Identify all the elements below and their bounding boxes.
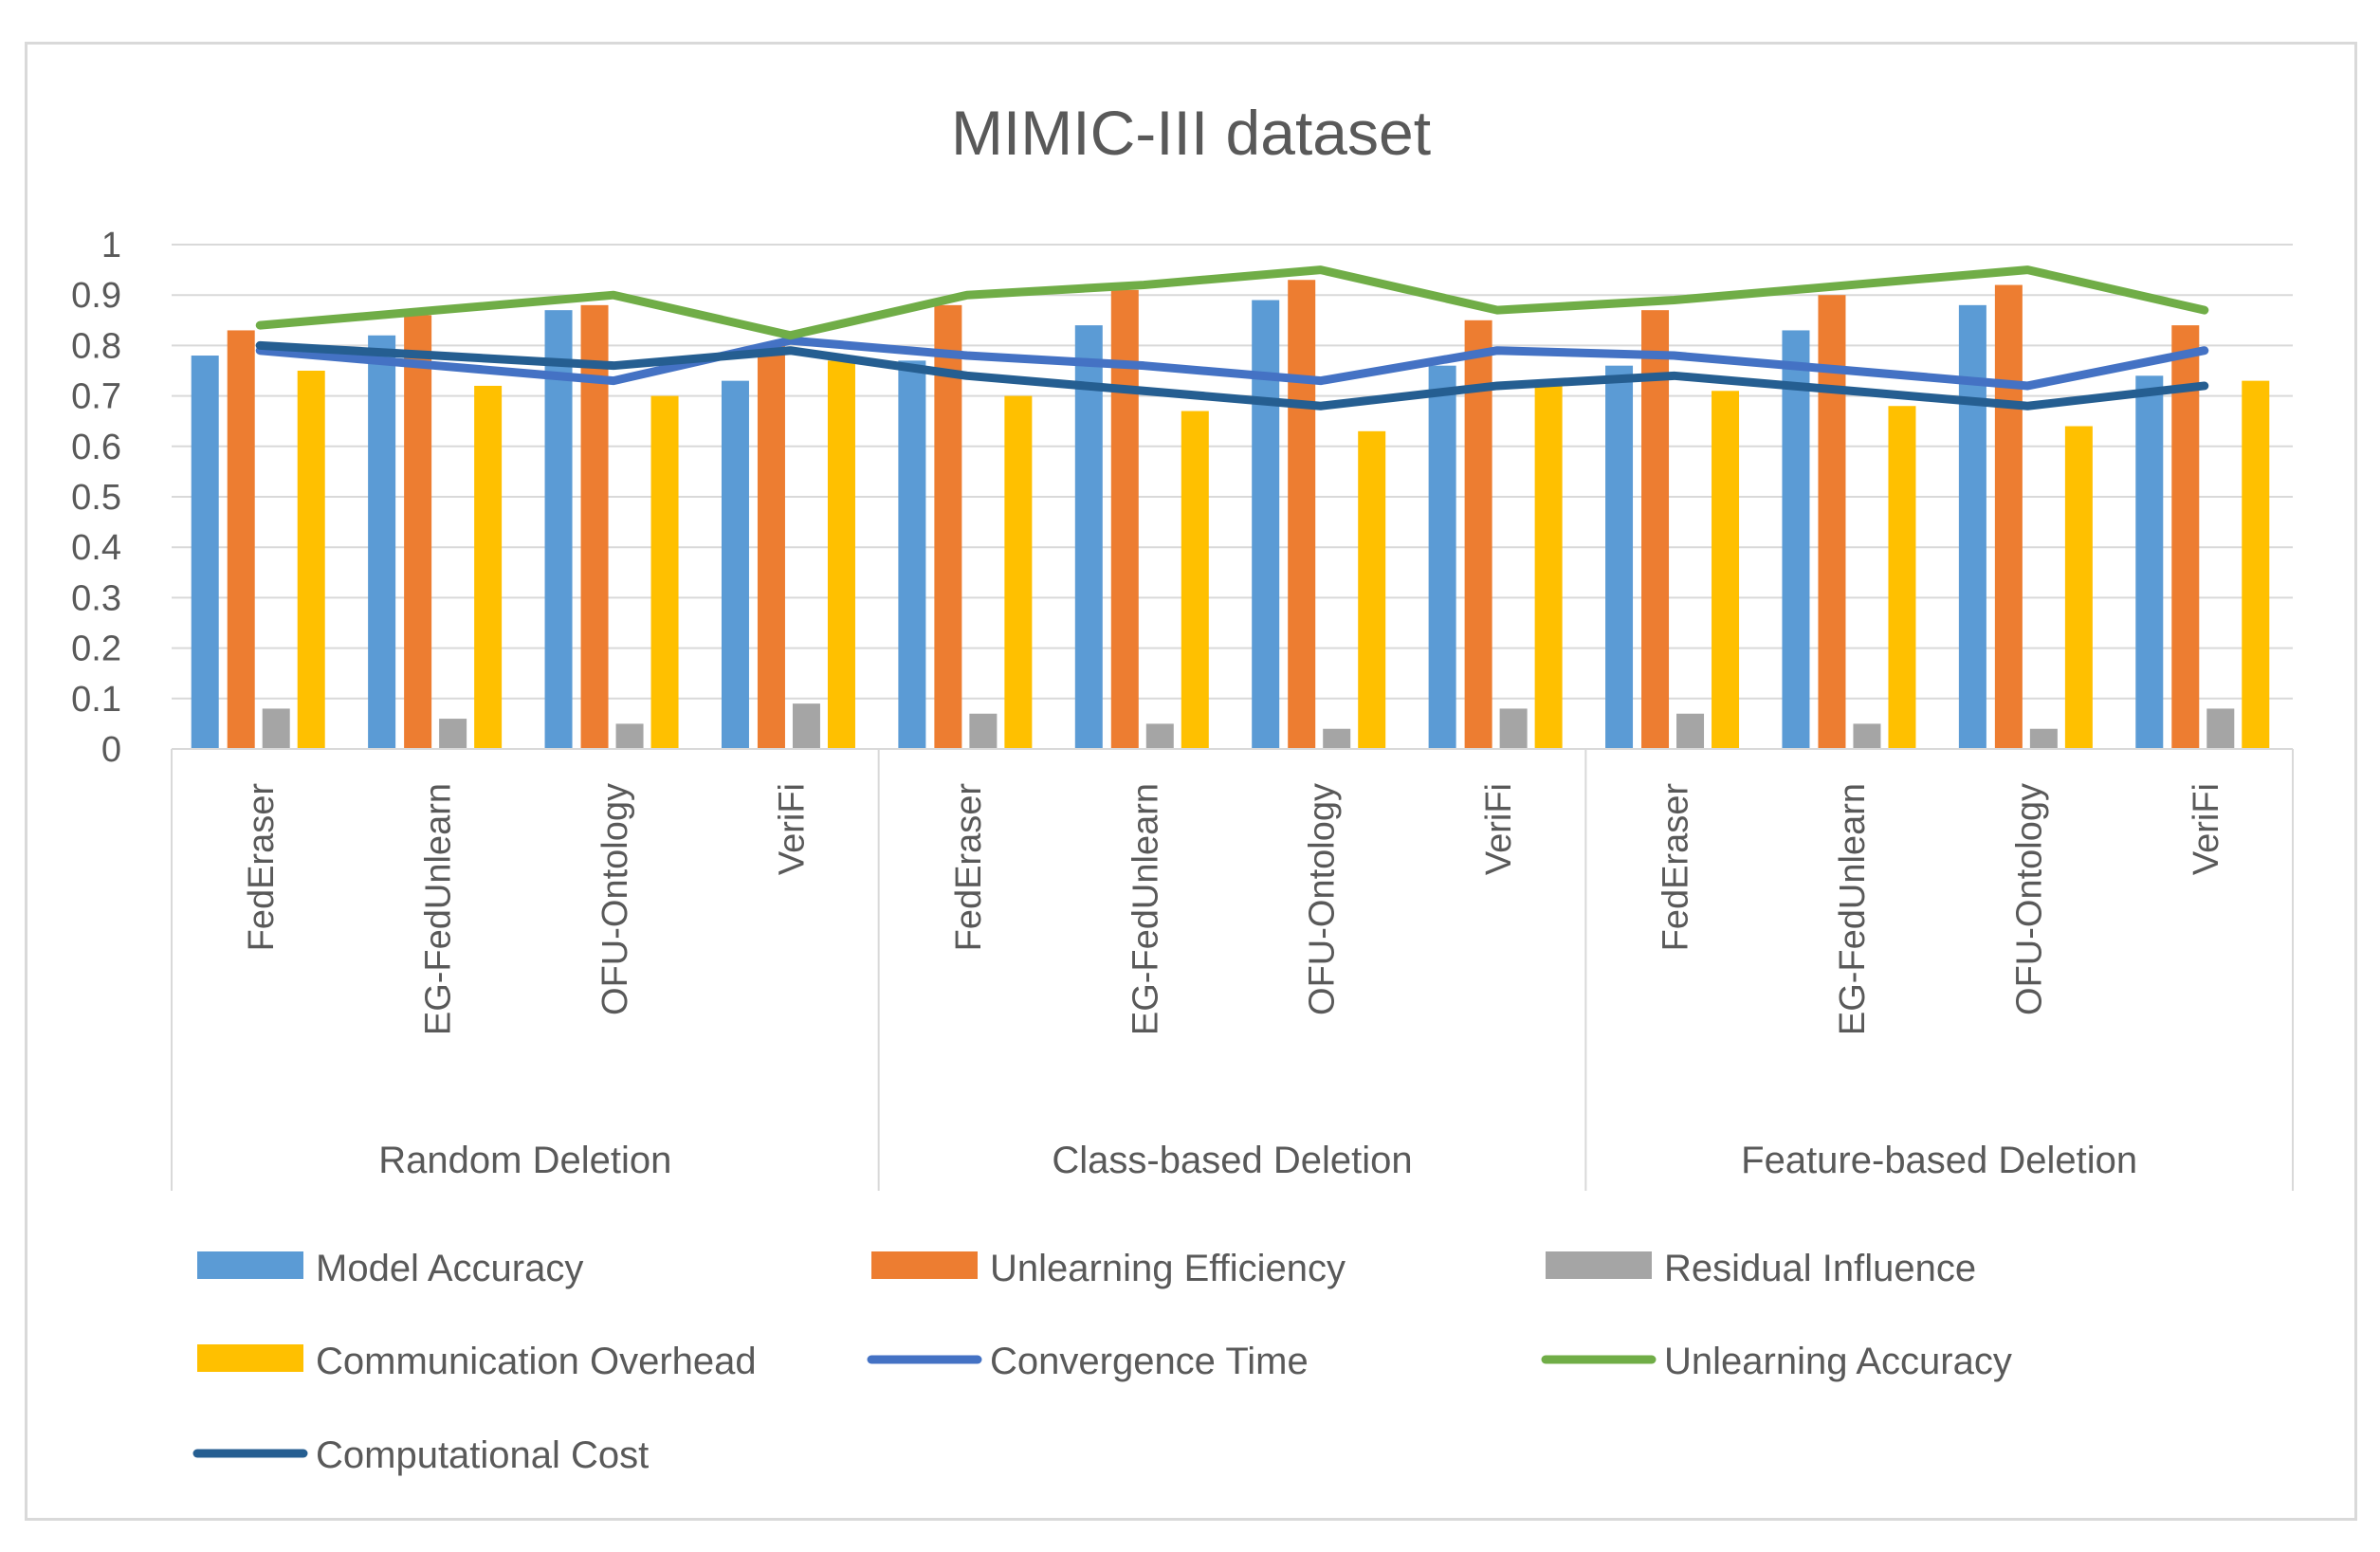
bar (404, 315, 432, 749)
legend-swatch (1546, 1251, 1652, 1279)
bar (1358, 430, 1386, 749)
category-label: VeriFi (2187, 783, 2226, 875)
bar (1252, 300, 1280, 749)
bar (1782, 330, 1810, 749)
legend: Model Accuracy Unlearning Efficiency Resid… (192, 1248, 2012, 1476)
bar (2064, 426, 2093, 749)
bar (474, 385, 503, 749)
bar (1888, 406, 1916, 749)
group-label: Feature-based Deletion (1741, 1140, 2137, 1181)
y-tick-label: 0 (101, 730, 121, 770)
bar (368, 335, 396, 749)
bar (2206, 708, 2235, 749)
bar (615, 723, 644, 749)
category-label: EG-FedUnlearn (1833, 783, 1873, 1035)
bar (1074, 325, 1103, 749)
bar (580, 304, 609, 749)
legend-swatch (197, 1344, 303, 1372)
bar (2171, 325, 2200, 749)
bar (969, 713, 998, 749)
y-tick-label: 0.1 (71, 680, 121, 720)
bar (1110, 289, 1139, 749)
bar (544, 310, 573, 749)
bar (1004, 395, 1033, 749)
legend-label: Residual Influence (1664, 1248, 1976, 1289)
category-label: OFU-Ontology (1303, 783, 1343, 1015)
y-tick-label: 0.9 (71, 276, 121, 316)
bar (439, 719, 467, 749)
bar (1994, 284, 2023, 749)
y-tick-label: 0.2 (71, 630, 121, 669)
category-label: FedEraser (1657, 783, 1696, 952)
bar (650, 395, 679, 749)
category-label: VeriFi (1479, 783, 1519, 875)
bar (1641, 310, 1670, 749)
bar (1428, 365, 1456, 749)
legend-label: Model Accuracy (316, 1248, 583, 1289)
category-label: FedEraser (949, 783, 989, 952)
bar (1818, 295, 1846, 749)
bar (227, 330, 255, 749)
y-tick-label: 0.5 (71, 478, 121, 518)
y-tick-label: 0.6 (71, 428, 121, 467)
bar (1958, 304, 1986, 749)
chart-frame (25, 42, 2357, 1521)
category-label: VeriFi (772, 783, 812, 875)
bar (1499, 708, 1528, 749)
bar (1605, 365, 1634, 749)
y-tick-label: 0.4 (71, 528, 121, 568)
bar (1288, 280, 1316, 749)
legend-label: Unlearning Efficiency (990, 1248, 1346, 1289)
bar (827, 360, 855, 749)
bar (898, 360, 926, 749)
bar (191, 356, 219, 749)
bar (262, 708, 290, 749)
series-line (255, 265, 2209, 340)
bar (1676, 713, 1705, 749)
series-line (255, 340, 2209, 411)
y-tick-label: 0.7 (71, 377, 121, 417)
legend-label: Communication Overhead (316, 1341, 757, 1382)
bar (2029, 728, 2058, 749)
group-label: Class-based Deletion (1052, 1140, 1412, 1181)
bar (1323, 728, 1351, 749)
bar-layer (191, 280, 2270, 749)
y-tick-label: 0.3 (71, 578, 121, 618)
bar (1853, 723, 1881, 749)
category-label: EG-FedUnlearn (419, 783, 459, 1035)
bar (2242, 380, 2270, 749)
category-label: FedEraser (242, 783, 282, 952)
series-line (255, 336, 2209, 391)
bar (721, 380, 749, 749)
legend-label: Convergence Time (990, 1341, 1309, 1382)
legend-label: Unlearning Accuracy (1664, 1341, 2012, 1382)
group-label: Random Deletion (378, 1140, 671, 1181)
category-label: OFU-Ontology (595, 783, 635, 1015)
legend-swatch (871, 1251, 978, 1279)
line-layer (255, 265, 2209, 411)
y-tick-label: 1 (101, 226, 121, 265)
chart-title: MIMIC-III dataset (951, 98, 1431, 168)
category-label: OFU-Ontology (2009, 783, 2049, 1015)
bar (1712, 391, 1740, 749)
bar (1534, 385, 1563, 749)
legend-swatch (197, 1251, 303, 1279)
legend-label: Computational Cost (316, 1434, 649, 1476)
bar (2135, 375, 2164, 749)
bar (1145, 723, 1174, 749)
bar (934, 304, 962, 749)
y-tick-label: 0.8 (71, 326, 121, 366)
y-axis-ticks: 0 0.1 0.2 0.3 0.4 0.5 0.6 0.7 0.8 0.9 1 (71, 226, 121, 770)
bar (792, 703, 820, 749)
bar (1181, 411, 1209, 749)
bar (757, 345, 785, 749)
category-axis: FedEraser EG-FedUnlearn OFU-Ontology VeriFi… (171, 748, 2294, 1191)
category-label: EG-FedUnlearn (1126, 783, 1165, 1035)
bar (297, 371, 325, 749)
